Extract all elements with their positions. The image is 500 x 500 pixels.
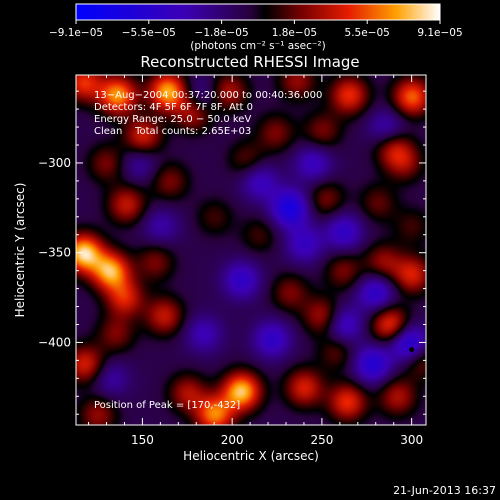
heatmap-image (76, 75, 426, 425)
annotation-time-range: 13−Aug−2004 00:37:20.000 to 00:40:36.000 (94, 90, 322, 101)
plot-frame (75, 74, 427, 426)
colorbar-tick-label: −1.8e−05 (195, 27, 249, 39)
y-tick-label: −400 (38, 335, 71, 349)
annotation-energy-range: Energy Range: 25.0 − 50.0 keV (94, 114, 251, 125)
colorbar-tick-label: 5.5e−05 (345, 27, 390, 39)
footer-timestamp: 21-Jun-2013 16:37 (393, 484, 496, 497)
annotation-detectors: Detectors: 4F 5F 6F 7F 8F, Att 0 (94, 102, 253, 113)
x-tick-label: 300 (400, 433, 423, 447)
axes: 150 200 250 300 −300 −350 −400 (38, 75, 426, 447)
info-annotations: 13−Aug−2004 00:37:20.000 to 00:40:36.000… (94, 90, 322, 411)
colorbar-tick-label: −9.1e−05 (49, 27, 103, 39)
x-tick-label: 250 (310, 433, 333, 447)
x-tick-label: 150 (131, 433, 154, 447)
colorbar-ticks: −9.1e−05 −5.5e−05 −1.8e−05 1.8e−05 5.5e−05 9.… (49, 20, 463, 39)
y-tick-label: −350 (38, 246, 71, 260)
colorbar-tick-label: −5.5e−05 (122, 27, 176, 39)
colorbar-gradient (76, 4, 440, 20)
y-tick-label: −300 (38, 156, 71, 170)
colorbar-units-label: (photons cm⁻² s⁻¹ asec⁻²) (190, 40, 325, 52)
annotation-clean-counts: Clean Total counts: 2.65E+03 (94, 126, 251, 137)
colorbar-frame (75, 3, 441, 21)
x-tick-label: 200 (221, 433, 244, 447)
chart-title: Reconstructed RHESSI Image (140, 53, 359, 71)
colorbar: −9.1e−05 −5.5e−05 −1.8e−05 1.8e−05 5.5e−05 9.… (49, 3, 463, 52)
x-axis-label: Heliocentric X (arcsec) (183, 449, 319, 463)
colorbar-tick-label: 1.8e−05 (272, 27, 317, 39)
annotation-peak-position: Position of Peak = [170,-432] (94, 400, 240, 411)
colorbar-tick-label: 9.1e−05 (417, 27, 462, 39)
y-axis-label: Heliocentric Y (arcsec) (13, 183, 27, 318)
peak-marker (409, 347, 415, 353)
